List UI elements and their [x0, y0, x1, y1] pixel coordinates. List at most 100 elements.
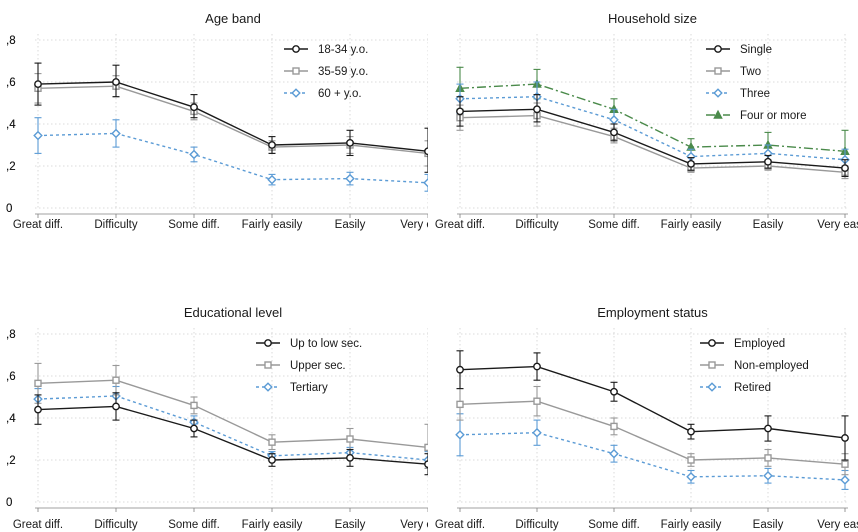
- series-non-employed: [456, 385, 849, 476]
- data-point: [610, 128, 618, 137]
- panel-title: Age band: [205, 11, 261, 26]
- x-tick-label: Great diff.: [13, 519, 63, 531]
- series-single: [456, 94, 849, 178]
- data-point: [190, 103, 198, 112]
- data-point: [841, 460, 849, 468]
- data-point: [267, 174, 277, 185]
- y-tick-label: ,4: [6, 413, 16, 425]
- series-tertiary: [33, 385, 428, 469]
- series-line: [459, 114, 846, 173]
- data-point: [686, 472, 696, 482]
- series-line: [37, 85, 428, 155]
- x-tick-label: Difficulty: [94, 219, 137, 231]
- x-tick-label: Difficulty: [94, 519, 137, 531]
- series-18-34-y-o-: [34, 62, 428, 173]
- y-tick-label: ,6: [6, 371, 16, 383]
- series-line: [459, 108, 846, 169]
- legend-label: Tertiary: [290, 382, 328, 394]
- x-tick-label: Easily: [753, 219, 784, 231]
- data-point: [456, 107, 464, 116]
- data-point: [533, 397, 541, 405]
- x-tick-label: Great diff.: [435, 219, 485, 231]
- series-line: [37, 379, 428, 449]
- data-point: [346, 453, 354, 462]
- series-line: [459, 95, 846, 161]
- series-line: [459, 400, 846, 465]
- series-line: [459, 431, 846, 481]
- y-tick-label: ,4: [6, 119, 16, 131]
- series-line: [37, 395, 428, 461]
- y-tick-label: ,4: [6, 413, 16, 425]
- x-tick-label: Fairly easily: [242, 219, 303, 231]
- x-tick-label: Fairly easily: [242, 519, 303, 531]
- data-point: [112, 376, 120, 384]
- data-point: [609, 448, 619, 459]
- series-60-y-o-: [33, 117, 428, 192]
- data-point: [764, 454, 772, 462]
- legend-label: Non-employed: [734, 360, 809, 372]
- x-tick-label: Great diff.: [13, 219, 63, 231]
- legend-label: 35-59 y.o.: [318, 66, 368, 78]
- x-tick-label: Very easily: [400, 519, 456, 531]
- data-point: [687, 456, 695, 464]
- legend-swatch-marker: [714, 67, 722, 75]
- data-point: [268, 438, 276, 446]
- panel-title: Educational level: [184, 305, 282, 320]
- data-point: [34, 80, 42, 89]
- legend-label: Retired: [734, 382, 771, 394]
- x-tick-label: Easily: [753, 519, 784, 531]
- legend-label: 18-34 y.o.: [318, 44, 368, 56]
- data-point: [841, 164, 849, 173]
- data-point: [346, 435, 354, 443]
- y-tick-label: ,2: [6, 161, 16, 173]
- x-tick-label: Easily: [335, 219, 366, 231]
- legend-swatch-marker: [263, 382, 273, 392]
- legend-label: Single: [740, 44, 772, 56]
- data-point: [840, 475, 850, 485]
- data-point: [456, 365, 464, 374]
- gridlines: [35, 34, 428, 209]
- y-tick-label: ,6: [6, 77, 16, 89]
- y-tick-label: ,2: [6, 455, 16, 467]
- data-point: [112, 78, 120, 86]
- series-line: [459, 365, 846, 439]
- legend-swatch-marker: [292, 45, 300, 53]
- legend-label: Three: [740, 88, 770, 100]
- x-tick-label: Some diff.: [588, 219, 640, 231]
- data-point: [346, 138, 354, 147]
- data-point: [424, 460, 428, 469]
- data-point: [345, 173, 355, 184]
- legend: Single Two Three Four or more: [706, 44, 806, 122]
- x-tick-label: Fairly easily: [661, 219, 722, 231]
- y-tick-label: 0: [6, 203, 12, 215]
- data-point: [609, 115, 619, 125]
- y-tick-label: ,4: [6, 119, 16, 131]
- y-tick-label: 0: [6, 497, 12, 509]
- data-point: [33, 130, 43, 141]
- x-tick-label: Easily: [335, 519, 366, 531]
- panel-title: Employment status: [597, 305, 708, 320]
- data-point: [189, 149, 199, 160]
- y-tick-label: ,6: [6, 371, 16, 383]
- data-point: [190, 401, 198, 410]
- legend-label: Up to low sec.: [290, 338, 362, 350]
- legend-swatch-marker: [291, 88, 301, 98]
- legend-swatch-marker: [708, 339, 716, 347]
- x-tick-label: Some diff.: [168, 219, 220, 231]
- data-point: [687, 427, 695, 436]
- chart-panel-3: Educational level 0 ,2 ,4 ,6 ,8 Great diff. Dif…: [6, 305, 456, 531]
- chart-panel-2: Household size 0 ,2 ,4 ,6 ,8 Great diff. Diffic…: [6, 11, 858, 231]
- legend-label: Two: [740, 66, 761, 78]
- series-upper-sec-: [34, 362, 428, 469]
- data-point: [268, 456, 276, 464]
- data-point: [533, 362, 541, 371]
- data-point: [112, 402, 120, 411]
- legend-label: Employed: [734, 338, 785, 350]
- legend-label: Upper sec.: [290, 360, 346, 372]
- data-point: [455, 430, 465, 440]
- series-retired: [455, 413, 850, 490]
- x-tick-label: Some diff.: [168, 519, 220, 531]
- x-tick-label: Some diff.: [588, 519, 640, 531]
- legend-swatch-marker: [714, 45, 722, 53]
